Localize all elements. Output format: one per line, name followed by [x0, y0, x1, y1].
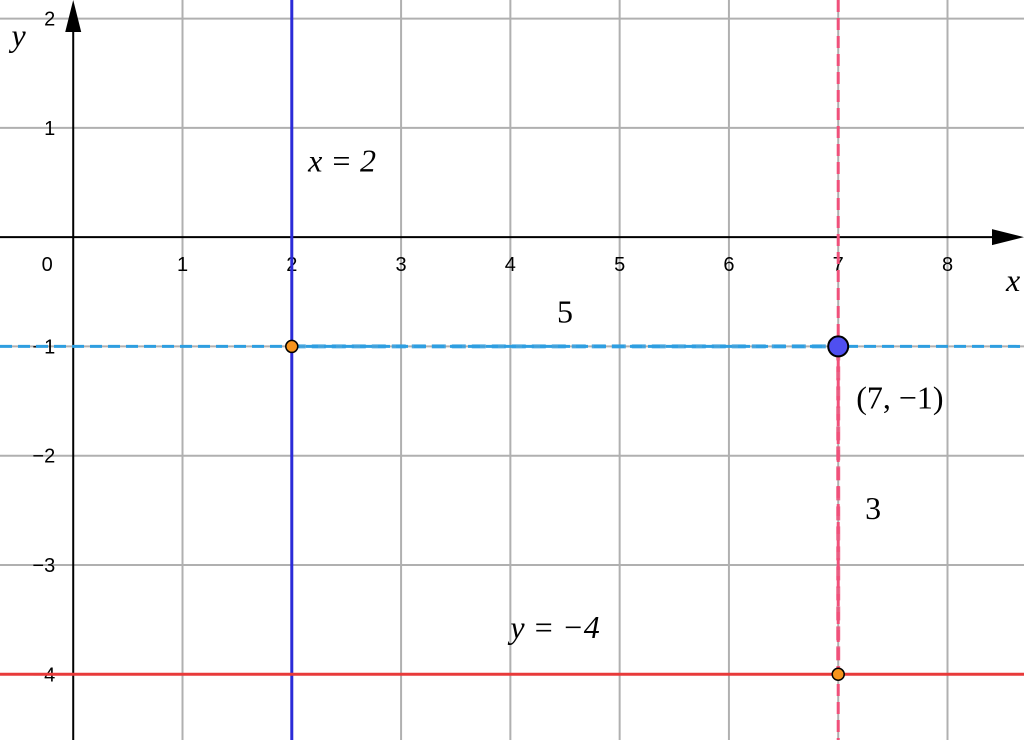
x-tick-label: 7	[833, 254, 844, 276]
intersection-point	[831, 667, 845, 682]
x-tick-label: 8	[942, 254, 953, 276]
x-tick-label: 3	[396, 254, 407, 276]
y-tick-label: 2	[44, 9, 55, 31]
segment-label: 3	[865, 490, 881, 526]
y-tick-label: −3	[32, 555, 55, 577]
point	[827, 335, 850, 358]
x-tick-label: 1	[177, 254, 188, 276]
x-tick-label: 6	[723, 254, 734, 276]
segment-label: 5	[557, 293, 573, 329]
origin-label: 0	[42, 254, 53, 276]
y-tick-label: −2	[32, 446, 55, 468]
y-axis-arrow-icon	[65, 0, 82, 32]
x-tick-label: 5	[614, 254, 625, 276]
x-tick-label: 4	[505, 254, 516, 276]
x-axis-label: x	[1005, 262, 1020, 298]
x-axis-arrow-icon	[992, 229, 1024, 246]
line-label-x-equals-2: x = 2	[307, 143, 376, 179]
y-tick-label: 1	[44, 118, 55, 140]
y-axis-label: y	[8, 17, 26, 53]
line-label-y-equals-neg4: y = −4	[507, 609, 599, 645]
point-label: (7, −1)	[856, 379, 943, 415]
intersection-point	[285, 339, 299, 354]
